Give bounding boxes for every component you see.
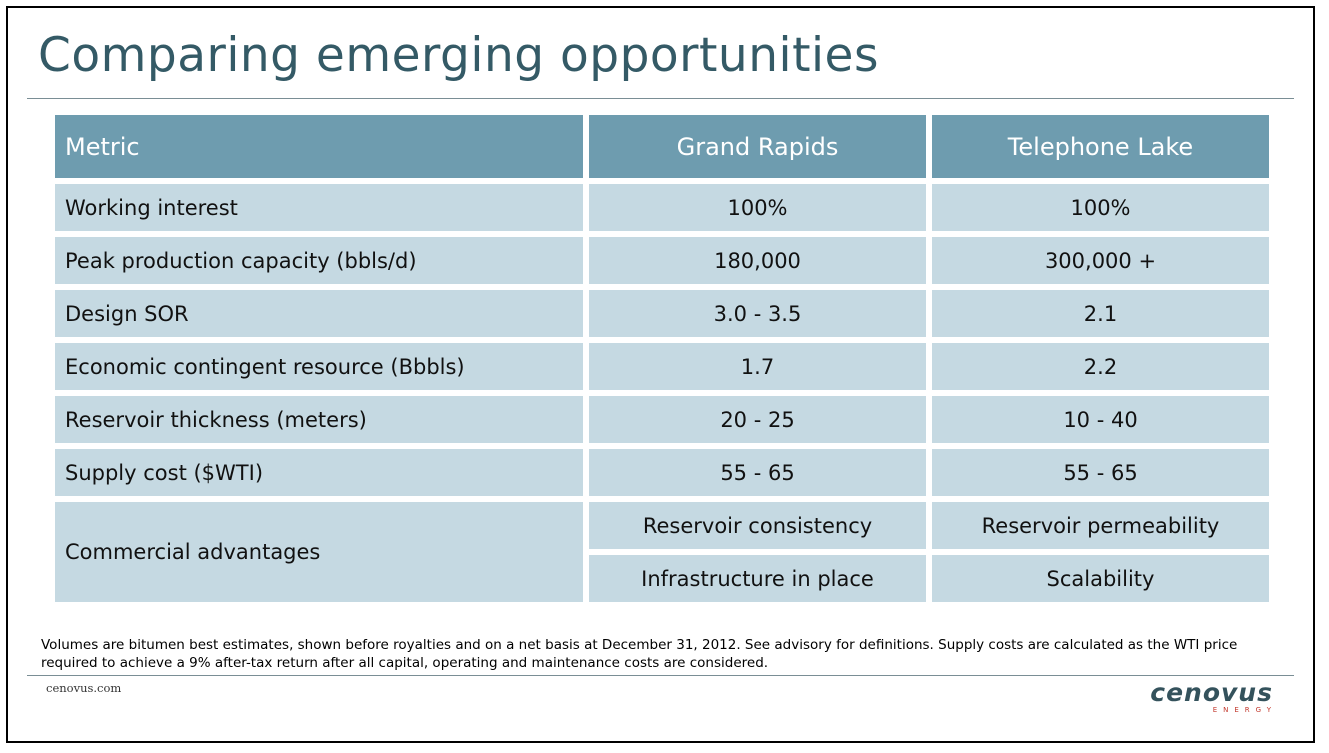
- telephone-lake-cell: 100%: [932, 184, 1269, 231]
- table-header-row: Metric Grand Rapids Telephone Lake: [55, 115, 1269, 178]
- metric-cell: Peak production capacity (bbls/d): [55, 237, 583, 284]
- comparison-table: Metric Grand Rapids Telephone Lake Worki…: [49, 109, 1275, 608]
- metric-cell: Working interest: [55, 184, 583, 231]
- slide-title: Comparing emerging opportunities: [38, 28, 879, 83]
- header-metric: Metric: [55, 115, 583, 178]
- grand-rapids-cell: 180,000: [589, 237, 926, 284]
- footnote: Volumes are bitumen best estimates, show…: [41, 637, 1238, 671]
- telephone-lake-cell: 10 - 40: [932, 396, 1269, 443]
- slide-frame: [6, 6, 1315, 743]
- table-row: Peak production capacity (bbls/d) 180,00…: [55, 237, 1269, 284]
- grand-rapids-advantage: Reservoir consistency: [589, 502, 926, 549]
- header-telephone-lake: Telephone Lake: [932, 115, 1269, 178]
- title-divider: [27, 98, 1294, 99]
- logo-subtext: ENERGY: [1212, 706, 1277, 714]
- table-row: Supply cost ($WTI) 55 - 65 55 - 65: [55, 449, 1269, 496]
- table-row: Reservoir thickness (meters) 20 - 25 10 …: [55, 396, 1269, 443]
- telephone-lake-cell: 300,000 +: [932, 237, 1269, 284]
- telephone-lake-cell: 2.2: [932, 343, 1269, 390]
- grand-rapids-cell: 100%: [589, 184, 926, 231]
- logo-wordmark: cenovus: [1150, 678, 1273, 707]
- metric-cell: Economic contingent resource (Bbbls): [55, 343, 583, 390]
- metric-cell-commercial: Commercial advantages: [55, 502, 583, 602]
- website-link[interactable]: cenovus.com: [46, 681, 122, 695]
- telephone-lake-advantage: Scalability: [932, 555, 1269, 602]
- table-row: Design SOR 3.0 - 3.5 2.1: [55, 290, 1269, 337]
- telephone-lake-cell: 2.1: [932, 290, 1269, 337]
- table-row-commercial: Commercial advantages Reservoir consiste…: [55, 502, 1269, 602]
- metric-cell: Reservoir thickness (meters): [55, 396, 583, 443]
- grand-rapids-cell: 3.0 - 3.5: [589, 290, 926, 337]
- grand-rapids-advantage: Infrastructure in place: [589, 555, 926, 602]
- footer-divider: [27, 675, 1294, 676]
- table-row: Economic contingent resource (Bbbls) 1.7…: [55, 343, 1269, 390]
- telephone-lake-advantage: Reservoir permeability: [932, 502, 1269, 549]
- table-row: Working interest 100% 100%: [55, 184, 1269, 231]
- telephone-lake-cell: 55 - 65: [932, 449, 1269, 496]
- metric-cell: Design SOR: [55, 290, 583, 337]
- cenovus-logo: cenovus ENERGY: [1150, 678, 1273, 715]
- grand-rapids-cell: 20 - 25: [589, 396, 926, 443]
- metric-cell: Supply cost ($WTI): [55, 449, 583, 496]
- grand-rapids-cell: 1.7: [589, 343, 926, 390]
- table-row-commercial: Infrastructure in place Scalability: [55, 555, 1269, 602]
- header-grand-rapids: Grand Rapids: [589, 115, 926, 178]
- grand-rapids-cell: 55 - 65: [589, 449, 926, 496]
